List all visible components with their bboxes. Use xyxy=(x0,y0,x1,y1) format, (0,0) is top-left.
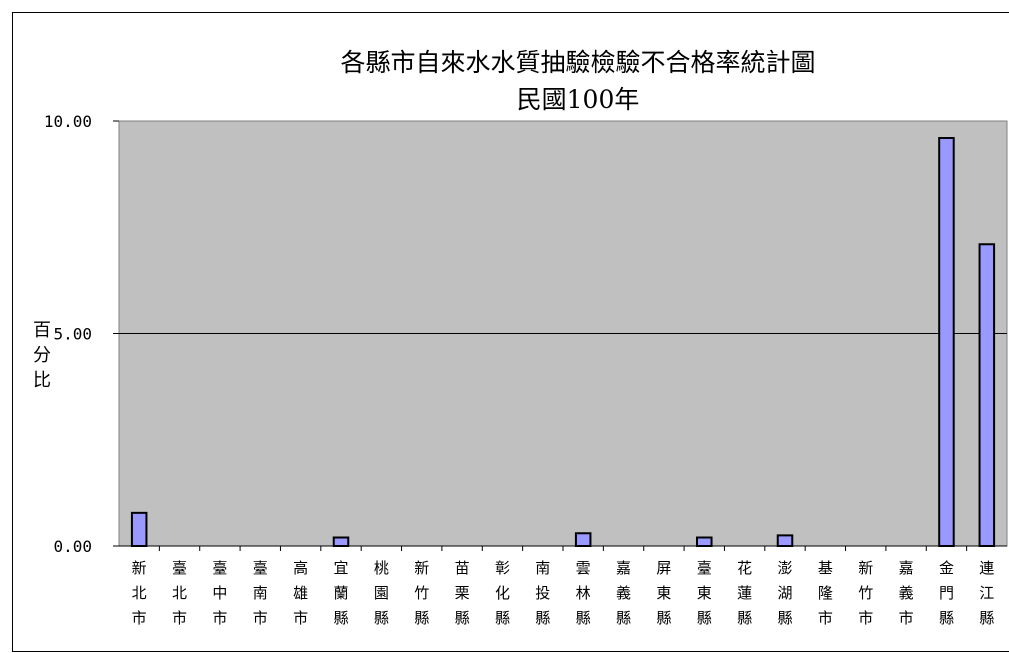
x-tick-label: 金門縣 xyxy=(939,559,954,627)
x-tick-label: 彰化縣 xyxy=(495,559,510,627)
bar xyxy=(332,536,350,547)
x-tick-label: 苗栗縣 xyxy=(455,559,470,627)
y-tick-label: 5.00 xyxy=(53,325,92,344)
x-tick-label: 新竹縣 xyxy=(414,559,429,627)
bar xyxy=(938,137,955,547)
x-tick-label: 宜蘭縣 xyxy=(333,559,348,627)
x-tick-label: 臺南市 xyxy=(253,559,268,627)
bar xyxy=(776,534,794,547)
x-tick-label: 雲林縣 xyxy=(576,559,591,627)
chart: 各縣市自來水水質抽驗檢驗不合格率統計圖 民國100年 0.00 5.00 10.00… xyxy=(33,48,1008,627)
bar xyxy=(978,243,996,547)
y-tick-label: 10.00 xyxy=(44,112,92,131)
x-tick-label: 連江縣 xyxy=(979,559,994,627)
x-tick-label: 新竹市 xyxy=(858,559,873,627)
x-tick-label: 南投縣 xyxy=(535,559,550,627)
x-tick-label: 嘉義縣 xyxy=(616,559,631,627)
x-tick-label: 新北市 xyxy=(132,559,147,627)
x-tick-label: 臺北市 xyxy=(172,559,187,627)
chart-frame: 各縣市自來水水質抽驗檢驗不合格率統計圖 民國100年 0.00 5.00 10.00… xyxy=(12,12,1009,652)
chart-title: 各縣市自來水水質抽驗檢驗不合格率統計圖 xyxy=(340,48,815,77)
bar xyxy=(696,536,713,547)
y-axis-label: 百分比 xyxy=(33,320,51,391)
x-tick-label: 臺中市 xyxy=(212,559,227,627)
x-tick-label: 臺東縣 xyxy=(697,559,712,627)
x-tick-label: 花蓮縣 xyxy=(737,559,752,627)
y-tick-label: 0.00 xyxy=(53,537,92,556)
x-tick-label: 澎湖縣 xyxy=(777,559,792,627)
chart-subtitle: 民國100年 xyxy=(517,85,640,114)
x-tick-label: 高雄市 xyxy=(293,559,308,627)
bar xyxy=(130,511,148,548)
x-tick-label: 基隆市 xyxy=(818,559,833,627)
x-tick-label: 嘉義市 xyxy=(899,559,914,627)
x-tick-label: 屏東縣 xyxy=(656,559,671,627)
bar xyxy=(574,532,592,547)
x-tick-label: 桃園縣 xyxy=(374,559,389,627)
